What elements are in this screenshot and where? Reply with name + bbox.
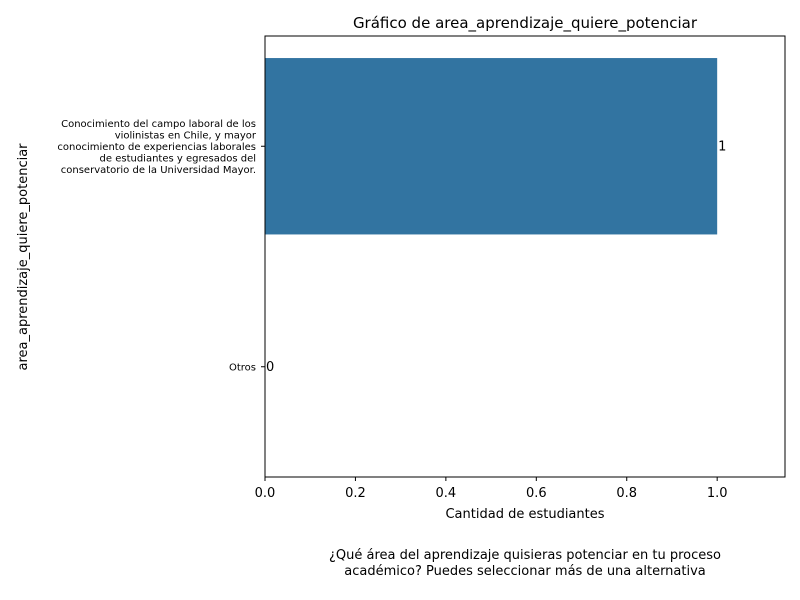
caption-line-1: ¿Qué área del aprendizaje quisieras pote… xyxy=(329,548,721,563)
y-tick-label: Otros xyxy=(229,362,256,373)
bar xyxy=(265,58,718,235)
x-tick-label: 0.2 xyxy=(345,486,366,501)
data-label: 1 xyxy=(718,139,726,154)
data-label: 0 xyxy=(266,360,274,375)
x-tick-label: 0.0 xyxy=(255,486,276,501)
plot-frame xyxy=(264,35,786,478)
x-tick-label: 1.0 xyxy=(707,486,728,501)
x-tick-label: 0.4 xyxy=(436,486,457,501)
y-axis-label: area_aprendizaje_quiere_potenciar xyxy=(16,143,31,371)
x-tick-label: 0.6 xyxy=(526,486,547,501)
chart-caption: ¿Qué área del aprendizaje quisieras pote… xyxy=(275,548,775,580)
x-axis-label: Cantidad de estudiantes xyxy=(445,507,604,522)
x-tick-label: 0.8 xyxy=(616,486,637,501)
y-tick-label: Conocimiento del campo laboral de los vio… xyxy=(57,119,256,176)
chart-title: Gráfico de area_aprendizaje_quiere_poten… xyxy=(353,14,698,33)
caption-line-2: académico? Puedes seleccionar más de una… xyxy=(344,564,706,579)
